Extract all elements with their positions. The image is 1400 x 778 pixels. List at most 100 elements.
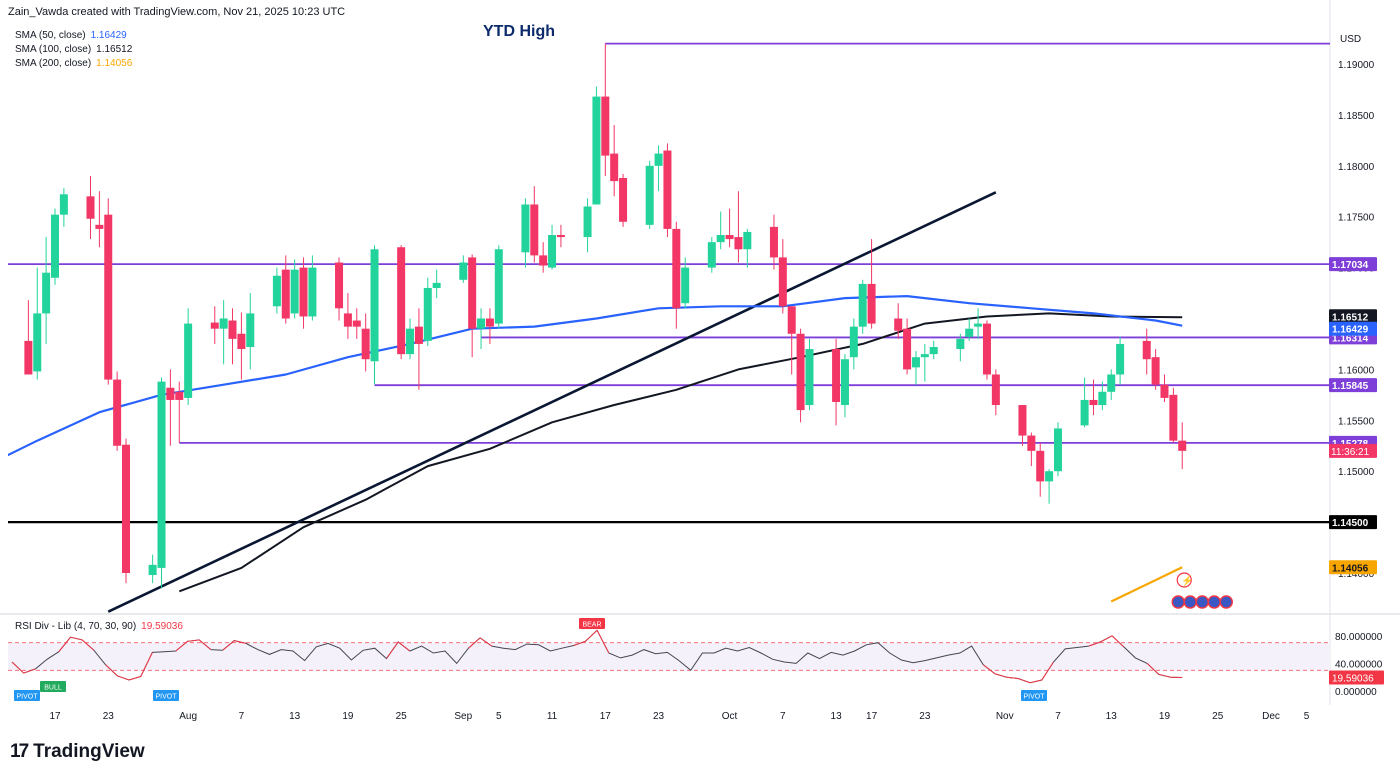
candle [272, 267, 281, 314]
x-tick-label: 25 [1212, 711, 1224, 722]
candle [104, 198, 113, 385]
rsi-extreme-segment [58, 636, 71, 652]
rsi-extreme-segment [573, 640, 586, 646]
candle-body [219, 318, 228, 329]
candle [1178, 422, 1187, 470]
legend-sma200-label: SMA (200, close) [15, 58, 92, 69]
candle [725, 208, 734, 248]
candle [539, 242, 548, 273]
candle-body [991, 374, 1000, 406]
sma100-line [178, 312, 1183, 593]
candle [530, 186, 539, 263]
candle [1116, 336, 1125, 385]
rsi-extreme-segment [11, 661, 25, 674]
candle-body [521, 204, 530, 253]
rsi-y-tick: 40.000000 [1335, 659, 1383, 670]
rsi-title-label: RSI Div - Lib (4, 70, 30, 90) [15, 621, 137, 632]
candle-body [370, 249, 379, 362]
x-tick-label: 19 [342, 711, 354, 722]
candle-body [42, 272, 51, 314]
rsi-extreme-segment [1029, 679, 1042, 684]
candle-body [1027, 435, 1036, 451]
x-tick-label: 7 [1055, 711, 1061, 722]
candle-body [681, 267, 690, 304]
rsi-extreme-segment [140, 652, 153, 677]
candle [867, 239, 876, 329]
candle-body [1151, 357, 1160, 385]
candle [157, 377, 166, 589]
event-flash-glyph: ⚡ [1181, 574, 1193, 587]
level-price-badge: 1.15845 [1332, 381, 1369, 392]
rsi-title-value: 19.59036 [141, 621, 183, 632]
chart-header: Zain_Vawda created with TradingView.com,… [8, 6, 346, 18]
sma50-line [8, 295, 1183, 457]
tradingview-brand[interactable]: 17 TradingView [10, 741, 145, 763]
candle-body [619, 178, 628, 222]
candle-body [787, 306, 796, 334]
candle-body [281, 269, 290, 319]
event-flag-icon [1219, 595, 1233, 609]
candle [1169, 387, 1178, 443]
x-tick-label: 23 [653, 711, 665, 722]
candle-body [86, 196, 95, 219]
candle-body [184, 323, 193, 398]
candle-body [237, 333, 246, 350]
candle-body [894, 318, 903, 331]
candle [672, 221, 681, 329]
rsi-extreme-segment [468, 637, 481, 649]
rsi-extreme-segment [1158, 673, 1171, 678]
candle [1036, 442, 1045, 497]
rsi-extreme-segment [1111, 635, 1125, 648]
candle-body [956, 338, 965, 350]
candle-body [583, 206, 592, 238]
rsi-value-badge: 19.59036 [1332, 673, 1374, 684]
candle [610, 125, 619, 197]
candle-body [352, 320, 361, 327]
candle-body [1036, 450, 1045, 482]
legend-sma200: SMA (200, close) 1.14056 [15, 58, 132, 69]
candle [974, 308, 983, 339]
rsi-marker-label: BULL [44, 685, 62, 692]
candle-body [654, 153, 663, 166]
candle [42, 237, 51, 344]
candle-body [1116, 343, 1125, 375]
candle-body [548, 235, 557, 268]
x-tick-label: 5 [1304, 711, 1310, 722]
level-price-badge: 1.14500 [1332, 518, 1369, 529]
candle-body [725, 235, 734, 240]
candle [361, 313, 370, 372]
trendline [107, 191, 997, 613]
candle [423, 277, 432, 346]
candle-body [148, 564, 157, 576]
candle [681, 257, 690, 309]
level-price-badge: 1.16314 [1332, 333, 1369, 344]
legend-sma100: SMA (100, close) 1.16512 [15, 44, 132, 55]
y-tick-label: 1.15000 [1338, 467, 1375, 478]
rsi-extreme-segment [1018, 678, 1031, 684]
rsi-extreme-segment [386, 641, 399, 659]
candle-body [1178, 440, 1187, 451]
rsi-extreme-segment [596, 630, 610, 654]
candle [583, 198, 592, 253]
x-tick-label: 13 [289, 711, 301, 722]
rsi-extreme-segment [187, 639, 200, 642]
x-tick-label: Aug [179, 711, 197, 722]
candle [308, 255, 317, 321]
candle-body [974, 323, 983, 327]
candle-body [459, 262, 468, 280]
candle-body [175, 391, 184, 400]
candle [246, 293, 255, 370]
candle-body [867, 283, 876, 324]
candle-body [530, 204, 539, 256]
candle [1045, 469, 1054, 504]
sma200-price-badge-bg [1329, 560, 1377, 575]
candle [1142, 328, 1151, 375]
candle [51, 208, 59, 285]
candle-body [849, 326, 858, 358]
candle [663, 143, 672, 238]
level-price-badge-bg [1329, 257, 1377, 272]
legend-sma200-value: 1.14056 [96, 58, 133, 69]
y-tick-label: 1.18000 [1338, 162, 1375, 173]
candle-body [104, 214, 113, 380]
